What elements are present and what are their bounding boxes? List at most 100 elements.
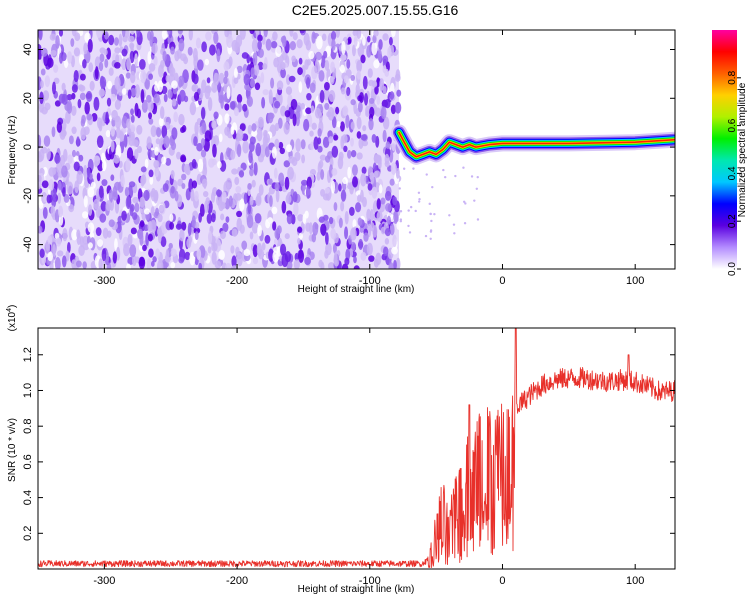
spectrogram-noise-blob (236, 65, 243, 74)
spectrogram-noise-blob (176, 151, 181, 160)
spectrogram-noise-blob (131, 254, 137, 267)
spectrogram-noise-blob (136, 108, 142, 119)
spectrogram-noise-blob (350, 99, 356, 106)
spectrogram-noise-blob (93, 198, 100, 210)
spectrogram-noise-blob (130, 227, 137, 235)
spectrogram-speck (442, 168, 445, 172)
spectrogram-noise-blob (310, 141, 314, 151)
spectrogram-noise-blob (160, 236, 167, 248)
spectrogram-noise-blob (121, 30, 126, 38)
spectrogram-noise-blob (96, 135, 104, 148)
spectrogram-noise-blob (289, 30, 294, 37)
spectrogram-noise-blob (144, 158, 149, 169)
spectrogram-noise-blob (377, 49, 382, 62)
spectrogram-noise-blob (371, 80, 378, 88)
spectrogram-noise-blob (384, 237, 390, 245)
spectrogram-noise-blob (222, 222, 229, 233)
spectrogram-noise-blob (382, 116, 390, 130)
spectrogram-noise-blob (320, 55, 326, 69)
spectrogram-noise-blob (340, 53, 347, 61)
spectrogram-noise-blob (347, 166, 352, 179)
spectrogram-noise-blob (114, 181, 121, 191)
spectrogram-y-ticks: -40 -20 0 20 40 (22, 43, 675, 253)
spectrogram-noise-blob (191, 215, 196, 228)
spectrogram-x-ticks: -300 -200 -100 0 100 (93, 30, 644, 287)
spectrogram-noise-blob (155, 138, 161, 145)
spectrogram-noise-blob (130, 108, 134, 116)
spectrogram-noise-blob (292, 32, 298, 41)
snr-y-multiplier: (x104) (6, 305, 18, 332)
spectrogram-noise-blob (170, 262, 176, 269)
spectrogram-noise-blob (356, 131, 362, 139)
spectrogram-noise-blob (114, 238, 118, 251)
spectrogram-noise-blob (202, 157, 207, 171)
spectrogram-noise-blob (239, 123, 246, 132)
spectrogram-noise-blob (296, 105, 301, 113)
spectrogram-noise-blob (258, 184, 264, 196)
spectrogram-noise-blob (384, 153, 390, 165)
spectrogram-noise-blob (127, 127, 132, 136)
spectrogram-noise-blob (380, 197, 386, 205)
spectrogram-noise-blob (250, 78, 256, 88)
spectrogram-noise-blob (169, 67, 176, 77)
spectrogram-signal-ridge (391, 124, 675, 240)
spectrogram-noise-blob (174, 36, 179, 46)
spectrogram-noise-blob (175, 223, 182, 230)
spectrogram-noise-blob (376, 95, 381, 106)
spectrogram-noise-blob (298, 57, 303, 65)
spectrogram-noise-blob (268, 178, 273, 185)
spectrogram-noise-blob (391, 30, 396, 38)
spectrogram-noise-blob (62, 228, 68, 242)
spectrogram-noise-blob (367, 68, 373, 78)
spectrogram-noise-blob (254, 213, 262, 224)
spectrogram-noise-blob (283, 160, 291, 168)
spectrogram-noise-blob (163, 135, 170, 149)
spectrogram-noise-blob (63, 148, 68, 162)
spectrogram-speck (398, 187, 401, 190)
spectrogram-noise-blob (213, 72, 220, 86)
spectrogram-noise-blob (74, 32, 81, 42)
spectrogram-noise-blob (99, 53, 105, 63)
spectrogram-noise-blob (226, 86, 231, 100)
spectrogram-noise-blob (42, 206, 48, 219)
spectrogram-noise-blob (233, 77, 239, 84)
spectrogram-noise-blob (233, 107, 239, 117)
spectrogram-noise-blob (51, 126, 56, 138)
spectrogram-noise-blob (130, 114, 135, 123)
spectrogram-noise-blob (333, 134, 339, 141)
spectrogram-noise-blob (127, 89, 132, 99)
spectrogram-noise-blob (342, 177, 348, 185)
spectrogram-noise-blob (220, 201, 226, 210)
spectrogram-noise-blob (127, 35, 135, 43)
spectrogram-noise-blob (382, 86, 387, 94)
spectrogram-noise-blob (351, 164, 358, 176)
spectrogram-speck (417, 191, 421, 194)
spectrogram-noise-blob (362, 125, 367, 132)
spectrogram-noise-blob (198, 262, 203, 269)
spectrogram-noise-blob (305, 76, 311, 89)
spectrogram-speck (399, 210, 403, 213)
spectrogram-noise-blob (154, 83, 160, 92)
spectrogram-speck (448, 214, 451, 217)
spectrogram-y-axis-label: Frequency (Hz) (7, 116, 18, 185)
spectrogram-noise-blob (114, 76, 121, 90)
spectrogram-noise-blob (193, 91, 200, 102)
spectrogram-noise-blob (142, 244, 147, 252)
spectrogram-noise-blob (209, 44, 216, 56)
spectrogram-noise-blob (276, 225, 282, 235)
spectrogram-noise-blob (67, 154, 73, 164)
spectrogram-noise-blob (278, 141, 284, 149)
spectrogram-noise-blob (161, 125, 168, 139)
spectrogram-noise-blob (86, 167, 91, 178)
spectrogram-noise-blob (47, 57, 54, 68)
spectrogram-noise-blob (252, 257, 259, 265)
spectrogram-noise-blob (231, 265, 238, 269)
spectrogram-noise-blob (366, 45, 372, 58)
spectrogram-noise-blob (230, 245, 235, 254)
spectrogram-noise-blob (234, 176, 240, 186)
spectrogram-noise-blob (335, 30, 340, 38)
spectrogram-noise-blob (314, 58, 319, 72)
spectrogram-noise-blob (251, 221, 259, 234)
spectrogram-noise-blob (89, 80, 95, 91)
spectrogram-noise-blob (273, 238, 279, 245)
